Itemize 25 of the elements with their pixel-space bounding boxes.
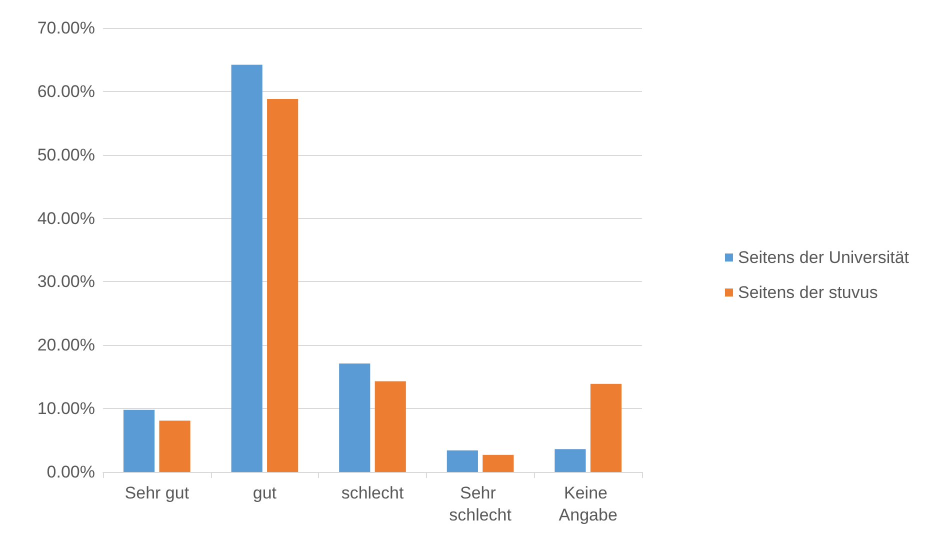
bar [590,384,622,472]
y-tick-label: 70.00% [37,18,95,38]
y-tick-label: 40.00% [37,208,95,228]
bar [482,454,514,472]
legend-label: Seitens der Universität [738,248,910,267]
y-tick-label: 10.00% [37,399,95,418]
bar [446,450,478,472]
y-tick-label: 30.00% [37,272,95,292]
bar [123,410,155,472]
bar [374,381,406,472]
x-tick-label: gut [252,484,277,502]
legend-label: Seitens der stuvus [738,283,878,302]
y-tick-label: 20.00% [37,336,95,355]
y-tick-label: 60.00% [37,82,95,101]
bar [159,420,190,472]
bar [267,99,298,472]
y-tick-label: 0.00% [46,462,95,482]
bar [554,449,586,472]
x-tick-label: schlecht [341,484,404,502]
y-tick-label: 50.00% [37,145,95,164]
x-tick-label: Keine Angabe [558,484,618,524]
x-tick-label: Sehr gut [124,484,190,502]
x-tick-label: Sehr schlecht [449,484,512,524]
bar [231,64,262,472]
bar [339,364,370,472]
